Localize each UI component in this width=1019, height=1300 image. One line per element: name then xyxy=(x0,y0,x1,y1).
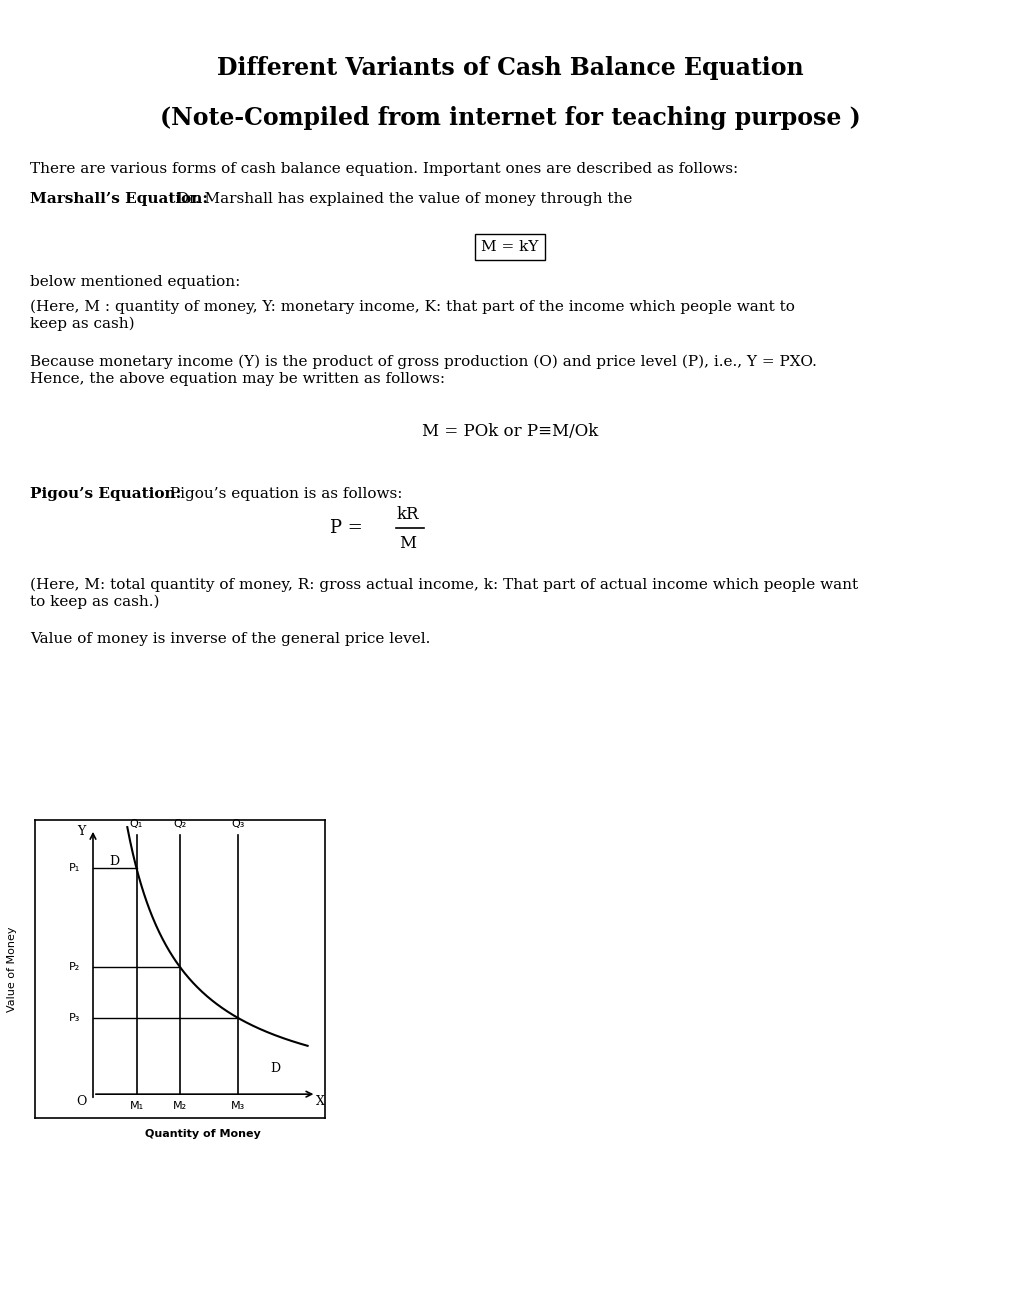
Text: M₂: M₂ xyxy=(173,1101,186,1112)
Text: below mentioned equation:: below mentioned equation: xyxy=(30,276,240,289)
Text: Q₂: Q₂ xyxy=(173,819,186,829)
Text: Q₁: Q₁ xyxy=(129,819,143,829)
Text: D: D xyxy=(110,855,119,868)
Text: M = kY: M = kY xyxy=(481,240,538,254)
Text: P₃: P₃ xyxy=(68,1013,79,1023)
Text: Y: Y xyxy=(77,826,86,838)
Text: O: O xyxy=(76,1095,87,1108)
Text: Value of money is inverse of the general price level.: Value of money is inverse of the general… xyxy=(30,632,430,646)
Text: D: D xyxy=(270,1062,280,1075)
Text: P₂: P₂ xyxy=(68,962,79,972)
Text: Quantity of Money: Quantity of Money xyxy=(145,1130,261,1139)
Text: There are various forms of cash balance equation. Important ones are described a: There are various forms of cash balance … xyxy=(30,162,738,176)
Text: (Here, M: total quantity of money, R: gross actual income, k: That part of actua: (Here, M: total quantity of money, R: gr… xyxy=(30,578,857,610)
Text: M: M xyxy=(399,536,416,552)
Text: Because monetary income (Y) is the product of gross production (O) and price lev: Because monetary income (Y) is the produ… xyxy=(30,355,816,386)
Text: X: X xyxy=(316,1095,325,1108)
Text: Q₃: Q₃ xyxy=(231,819,245,829)
Text: Different Variants of Cash Balance Equation: Different Variants of Cash Balance Equat… xyxy=(216,56,803,81)
Text: (Note-Compiled from internet for teaching purpose ): (Note-Compiled from internet for teachin… xyxy=(159,107,860,130)
Text: Dr. Marshall has explained the value of money through the: Dr. Marshall has explained the value of … xyxy=(172,192,632,205)
Text: P =: P = xyxy=(330,519,363,537)
Text: Pigou’s Equation:: Pigou’s Equation: xyxy=(30,488,181,500)
Text: kR: kR xyxy=(396,506,419,523)
Text: Marshall’s Equation:: Marshall’s Equation: xyxy=(30,192,208,205)
Text: M₃: M₃ xyxy=(230,1101,245,1112)
Text: Value of Money: Value of Money xyxy=(7,926,16,1011)
Text: M = POk or P≡M/Ok: M = POk or P≡M/Ok xyxy=(422,424,597,441)
Text: (Here, M : quantity of money, Y: monetary income, K: that part of the income whi: (Here, M : quantity of money, Y: monetar… xyxy=(30,300,794,332)
Text: P₁: P₁ xyxy=(68,863,79,874)
Text: M₁: M₁ xyxy=(129,1101,144,1112)
Text: Pigou’s equation is as follows:: Pigou’s equation is as follows: xyxy=(165,488,403,500)
